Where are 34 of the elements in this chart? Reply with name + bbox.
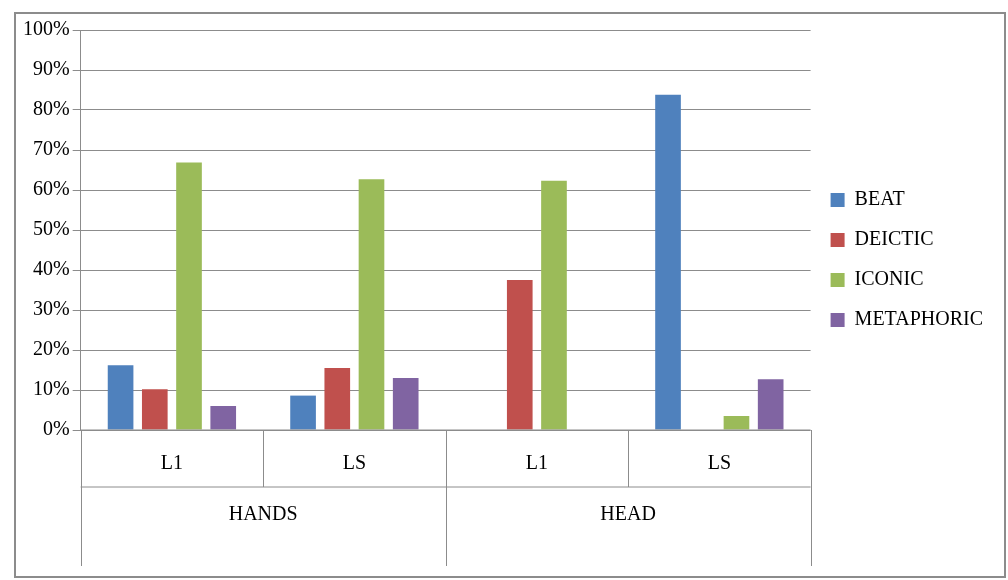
y-tick-label: 10% bbox=[32, 377, 70, 400]
bar bbox=[655, 94, 681, 430]
bar bbox=[107, 365, 134, 430]
bar bbox=[506, 280, 533, 430]
bar bbox=[541, 180, 567, 430]
legend-label: BEAT bbox=[854, 187, 905, 210]
text: HANDS bbox=[228, 502, 298, 525]
y-tick-label: 40% bbox=[32, 257, 70, 280]
x-tick-label: L1 bbox=[525, 451, 548, 474]
y-tick-label: 60% bbox=[32, 177, 70, 200]
y-tick-label: 50% bbox=[32, 217, 70, 240]
legend-label: ICONIC bbox=[854, 267, 924, 290]
legend-label: METAPHORIC bbox=[854, 307, 984, 330]
bar bbox=[176, 162, 202, 430]
y-tick-label: 70% bbox=[32, 137, 70, 160]
bar bbox=[290, 395, 316, 430]
bar bbox=[141, 389, 168, 430]
bar bbox=[210, 406, 237, 430]
x-tick-label: LS bbox=[707, 451, 732, 474]
bar bbox=[324, 368, 351, 430]
y-tick-label: 100% bbox=[22, 17, 70, 40]
y-tick-label: 0% bbox=[42, 417, 70, 440]
bar bbox=[723, 416, 750, 430]
y-tick-label: 90% bbox=[32, 57, 70, 80]
y-tick-label: 80% bbox=[32, 97, 70, 120]
legend-label: DEICTIC bbox=[854, 227, 934, 250]
text: HEAD bbox=[600, 502, 656, 525]
y-tick-label: 20% bbox=[32, 337, 70, 360]
x-tick-label: L1 bbox=[160, 451, 184, 474]
x-tick-label: LS bbox=[342, 451, 367, 474]
bar bbox=[392, 378, 419, 430]
bar bbox=[757, 379, 784, 430]
bar bbox=[358, 179, 385, 430]
y-tick-label: 30% bbox=[32, 297, 70, 320]
